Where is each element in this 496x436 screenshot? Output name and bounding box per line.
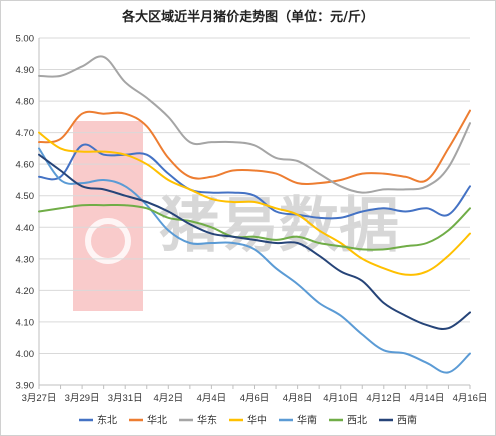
x-tick-label: 4月10日	[323, 393, 358, 404]
y-tick-label: 4.50	[16, 191, 35, 202]
legend-label: 华北	[147, 414, 167, 427]
x-tick-label: 4月6日	[240, 393, 270, 404]
series-line-西北	[38, 203, 471, 251]
watermark-logo-ring	[85, 218, 131, 264]
series-line-华南	[38, 147, 471, 374]
y-tick-label: 4.40	[16, 223, 35, 234]
x-tick-labels: 3月27日 3月29日 3月31日 4月2日 4月4日 4月6日 4月8日 4月10日 4月12…	[22, 393, 488, 404]
legend-label: 华南	[297, 414, 317, 427]
series-line-东北	[38, 143, 471, 220]
series-line-华北	[38, 109, 471, 186]
chart-title: 各大区域近半月猪价走势图（单位：元/斤）	[121, 9, 374, 25]
x-tick-label: 4月4日	[197, 393, 227, 404]
series-line-华东	[38, 55, 471, 194]
x-tick-label: 4月2日	[154, 393, 184, 404]
x-tick-label: 3月27日	[22, 393, 57, 404]
legend-label: 华东	[197, 414, 217, 427]
y-tick-label: 4.80	[16, 97, 35, 108]
watermark-logo	[73, 121, 143, 311]
legend: 东北 华北 华东 华中 华南 西北 西南	[79, 414, 417, 427]
x-tick-label: 4月8日	[283, 393, 313, 404]
legend-label: 西南	[397, 414, 417, 427]
x-tick-label: 4月14日	[409, 393, 444, 404]
y-tick-label: 4.90	[16, 65, 35, 76]
x-tick-label: 4月12日	[366, 393, 401, 404]
legend-label: 华中	[247, 414, 267, 427]
y-tick-label: 4.60	[16, 160, 35, 171]
series-line-西南	[38, 153, 471, 330]
y-tick-label: 3.90	[16, 381, 35, 392]
y-tick-label: 4.20	[16, 286, 35, 297]
y-tick-label: 4.30	[16, 254, 35, 265]
y-tick-label: 5.00	[16, 34, 35, 45]
y-tick-label: 4.00	[16, 349, 35, 360]
legend-label: 西北	[347, 415, 367, 427]
x-tick-label: 3月31日	[108, 393, 143, 404]
series-line-华中	[38, 131, 471, 276]
series-layer	[38, 55, 471, 374]
x-tick-label: 4月16日	[453, 393, 488, 404]
legend-label: 东北	[97, 414, 117, 427]
x-tick-label: 3月29日	[65, 393, 100, 404]
y-tick-labels: 3.90 4.00 4.10 4.20 4.30 4.40 4.50 4.60 4.70 4.80…	[16, 34, 35, 392]
y-tick-label: 4.10	[16, 317, 35, 328]
y-tick-label: 4.70	[16, 128, 35, 139]
